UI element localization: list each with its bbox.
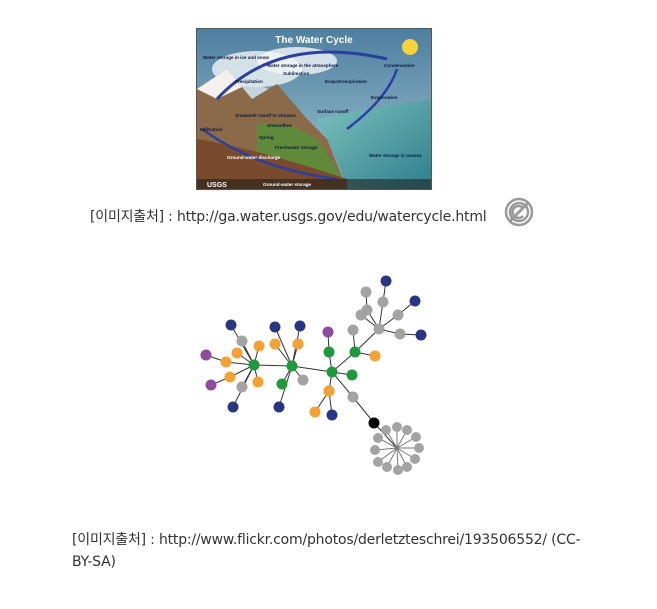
label-surface-runoff: Surface runoff: [317, 109, 349, 114]
caption-network-line1: [이미지출처] : http://www.flickr.com/photos/d…: [72, 532, 581, 548]
water-cycle-image: The Water Cycle Water storage in ice and…: [196, 28, 432, 190]
label-gw-storage: Ground-water storage: [263, 182, 311, 187]
label-streamflow: Streamflow: [267, 123, 292, 128]
label-freshwater: Freshwater storage: [275, 145, 318, 150]
caption-network-line2: BY-SA): [72, 554, 116, 570]
figure-title: The Water Cycle: [275, 35, 353, 46]
label-gw-discharge: Ground-water discharge: [227, 155, 281, 160]
label-spring: Spring: [259, 135, 274, 140]
label-condensation: Condensation: [384, 63, 415, 68]
label-snowmelt: Snowmelt runoff to streams: [235, 113, 296, 118]
label-evaporation: Evaporation: [371, 95, 398, 100]
no-copyright-icon: [504, 197, 534, 227]
graph-nodes: [200, 275, 427, 475]
label-infiltration: Infiltration: [200, 127, 223, 132]
label-ice: Water storage in ice and snow: [203, 55, 269, 60]
label-sublimation: Sublimation: [283, 71, 309, 76]
label-precipitation: Precipitation: [235, 79, 263, 84]
label-ocean: Water storage in oceans: [369, 153, 422, 158]
label-atmosphere: Water storage in the atmosphere: [267, 63, 339, 68]
usgs-logo: USGS: [207, 182, 227, 189]
network-graph: [200, 275, 427, 475]
label-evapotranspiration: Evapotranspiration: [325, 79, 367, 84]
caption-water-cycle-source: [이미지출처] : http://ga.water.usgs.gov/edu/w…: [90, 209, 487, 225]
caption-network-source: [이미지출처] : http://www.flickr.com/photos/d…: [72, 529, 612, 573]
